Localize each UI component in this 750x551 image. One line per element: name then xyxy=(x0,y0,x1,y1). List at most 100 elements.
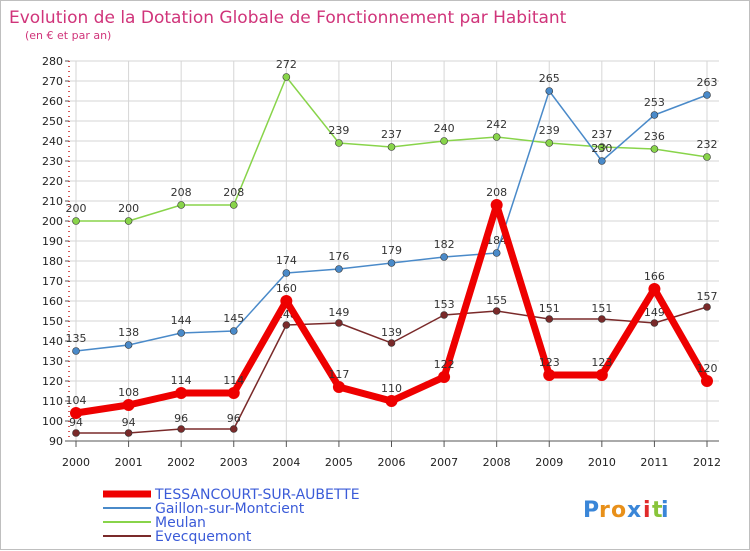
data-point xyxy=(282,269,291,277)
data-label: 155 xyxy=(486,294,507,307)
series-meulan: 200 200 208 208 272 239 237 240 242 239 237 236 232 xyxy=(66,58,718,225)
data-point xyxy=(282,321,291,329)
data-label: 108 xyxy=(118,386,139,399)
y-tick-label: 250 xyxy=(42,115,63,128)
y-tick-label: 210 xyxy=(42,195,63,208)
y-tick-label: 200 xyxy=(42,215,63,228)
data-label: 122 xyxy=(434,358,455,371)
data-point xyxy=(229,201,238,209)
y-tick-label: 180 xyxy=(42,255,63,268)
data-point xyxy=(177,425,185,433)
data-label: 200 xyxy=(118,202,139,215)
data-label: 174 xyxy=(276,254,297,267)
data-label: 182 xyxy=(434,238,455,251)
chart-title: Evolution de la Dotation Globale de Fonc… xyxy=(9,8,567,28)
data-label: 179 xyxy=(381,244,402,257)
data-label: 240 xyxy=(434,122,455,135)
data-point xyxy=(490,199,503,211)
data-point xyxy=(332,381,345,393)
legend: TESSANCOURT-SUR-AUBETTEGaillon-sur-Montc… xyxy=(103,487,360,545)
data-label: 94 xyxy=(69,416,83,429)
data-label: 263 xyxy=(697,76,718,89)
legend-label: Meulan xyxy=(155,515,206,531)
data-point xyxy=(387,339,396,347)
data-point xyxy=(492,133,501,141)
data-point xyxy=(545,315,554,323)
logo-letter: r xyxy=(599,498,610,523)
logo-letter: t xyxy=(652,498,663,523)
data-label: 200 xyxy=(66,202,87,215)
data-point xyxy=(703,153,711,161)
data-label: 176 xyxy=(328,250,349,263)
logo-letter: o xyxy=(611,498,626,523)
data-label: 157 xyxy=(697,290,718,303)
data-label: 135 xyxy=(66,332,87,345)
data-label: 138 xyxy=(118,326,139,339)
x-tick-label: 2012 xyxy=(693,456,721,469)
data-point xyxy=(72,217,80,225)
data-label: 232 xyxy=(697,138,718,151)
data-point xyxy=(335,139,343,147)
data-label: 145 xyxy=(223,312,244,325)
axes: 9010011012013014015016017018019020021022… xyxy=(42,55,721,469)
y-tick-label: 130 xyxy=(42,355,63,368)
data-point xyxy=(387,143,396,151)
x-tick-label: 2010 xyxy=(588,456,616,469)
data-point xyxy=(70,407,82,419)
y-tick-label: 270 xyxy=(42,75,63,88)
legend-label: TESSANCOURT-SUR-AUBETTE xyxy=(154,487,360,503)
data-point xyxy=(595,369,608,381)
x-tick-label: 2001 xyxy=(115,456,143,469)
y-tick-label: 110 xyxy=(42,395,63,408)
data-point xyxy=(701,375,713,387)
data-label: 139 xyxy=(381,326,402,339)
logo-letter: x xyxy=(627,498,641,523)
data-point xyxy=(545,139,554,147)
y-tick-label: 160 xyxy=(42,295,63,308)
data-label: 208 xyxy=(223,186,244,199)
data-point xyxy=(335,265,343,273)
data-point xyxy=(492,307,501,315)
data-label: 144 xyxy=(171,314,192,327)
data-label: 149 xyxy=(644,306,665,319)
data-label: 110 xyxy=(381,382,402,395)
data-point xyxy=(703,91,711,99)
data-point xyxy=(440,311,448,319)
data-point xyxy=(229,425,238,433)
data-point xyxy=(122,399,135,411)
data-label: 239 xyxy=(539,124,560,137)
legend-label: Evecquemont xyxy=(155,529,252,545)
x-tick-label: 2011 xyxy=(640,456,668,469)
data-label: 166 xyxy=(644,270,665,283)
data-label: 96 xyxy=(174,412,188,425)
data-label: 120 xyxy=(697,362,718,375)
data-point xyxy=(124,217,133,225)
data-label: 242 xyxy=(486,118,507,131)
data-point xyxy=(124,429,133,437)
data-point xyxy=(598,315,606,323)
data-point xyxy=(385,395,398,407)
x-tick-label: 2009 xyxy=(535,456,563,469)
x-tick-label: 2004 xyxy=(272,456,300,469)
data-point xyxy=(229,327,238,335)
data-label: 96 xyxy=(227,412,241,425)
series-gaillon-sur-montcient: 135 138 144 145 174 176 179 182 184 265 230 253 263 xyxy=(66,72,718,355)
data-label: 184 xyxy=(486,234,507,247)
data-point xyxy=(598,157,606,165)
data-label: 253 xyxy=(644,96,665,109)
y-tick-label: 100 xyxy=(42,415,63,428)
y-tick-label: 220 xyxy=(42,175,63,188)
y-tick-label: 240 xyxy=(42,135,63,148)
data-label: 117 xyxy=(328,368,349,381)
data-point xyxy=(703,303,711,311)
y-tick-label: 280 xyxy=(42,55,63,68)
logo-letter: P xyxy=(583,498,599,523)
data-point xyxy=(438,371,451,383)
x-tick-label: 2005 xyxy=(325,456,353,469)
x-tick-label: 2000 xyxy=(62,456,90,469)
data-point xyxy=(335,319,343,327)
data-point xyxy=(175,387,188,399)
